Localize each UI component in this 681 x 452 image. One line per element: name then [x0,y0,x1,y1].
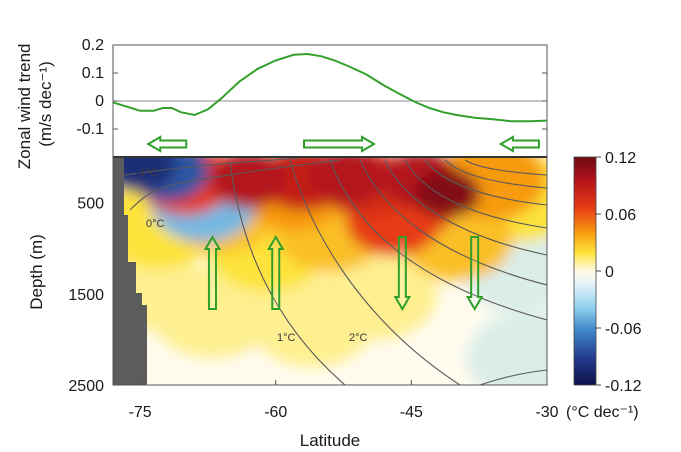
trend-patch [309,157,387,206]
isotherm-contour [464,159,547,176]
isotherm-contour [129,159,341,211]
trend-patch [414,169,481,218]
colorbar-ticks: 0.12 0.06 0 -0.06 -0.12 [596,150,642,395]
upwelling-arrow [203,235,222,310]
isotherm-label: -1°C [136,167,158,179]
colorbar-tick-label: 0 [605,264,614,281]
wind-y-ticks: 0.2 0.1 0 -0.1 [76,37,547,138]
isotherm-contour [329,159,547,321]
downwelling-arrow [465,236,484,311]
depth-axis-label: Depth (m) [27,234,46,310]
isotherm-contour [424,159,547,206]
wind-y-tick-label: 0.2 [82,37,104,54]
isotherm-contour [229,161,346,385]
westward-wind-arrow [146,135,188,153]
temperature-trend-panel: -1°C 0°C 1°C 2°C 500 1500 2500 -75 -60 -45 -3… [68,156,559,421]
latitude-axis-label: Latitude [300,431,361,450]
isotherm-contour [444,159,547,189]
isotherm-contour [479,369,547,385]
latitude-ticks: -75 -60 -45 -30 [129,380,559,421]
trend-patch [210,157,288,209]
latitude-tick-label: -30 [535,404,558,421]
isotherm-contour [117,157,301,177]
wind-y-tick-label: 0 [95,93,104,110]
upwelling-arrow [267,235,285,310]
trend-patch [113,157,176,192]
vertical-motion-arrows [203,235,484,311]
latitude-tick-label: -75 [129,404,152,421]
trend-patch [467,311,547,385]
colorbar-tick-label: 0.12 [605,150,636,167]
colorbar-tick-label: 0.06 [605,207,636,224]
heatmap-frame [112,156,548,386]
wind-y-tick-label: 0.1 [82,65,104,82]
colorbar: 0.12 0.06 0 -0.06 -0.12 [573,150,642,395]
isotherm-contour [359,159,547,286]
topography-mask [113,157,147,385]
westward-wind-arrow [498,135,540,153]
isotherm-label: 1°C [277,332,296,344]
colorbar-gradient [573,156,597,386]
isotherm-label: 0°C [146,218,165,230]
wind-y-axis-label: Zonal wind trend (m/s dec⁻¹) [15,39,55,169]
isotherm-contour [384,159,547,256]
isotherm-contour [404,159,547,229]
colorbar-tick-label: -0.06 [605,321,642,338]
downwelling-arrow [393,236,412,311]
isotherm-contours [117,157,547,385]
isotherm-label: 2°C [349,332,368,344]
latitude-tick-label: -45 [400,404,423,421]
eastward-wind-arrow [303,135,377,153]
latitude-tick-label: -60 [264,404,287,421]
depth-ticks: 500 1500 2500 [68,196,118,395]
depth-tick-label: 500 [77,196,104,213]
isotherm-contour [289,159,461,385]
wind-direction-arrows [146,135,540,153]
wind-y-tick-label: -0.1 [76,121,104,138]
wind-trend-panel: 0.2 0.1 0 -0.1 [76,37,548,158]
depth-tick-label: 1500 [68,287,104,304]
colorbar-tick-label: -0.12 [605,378,642,395]
depth-tick-label: 2500 [68,378,104,395]
colorbar-unit-label: (°C dec⁻¹) [566,404,639,421]
wind-trend-line [113,52,547,123]
